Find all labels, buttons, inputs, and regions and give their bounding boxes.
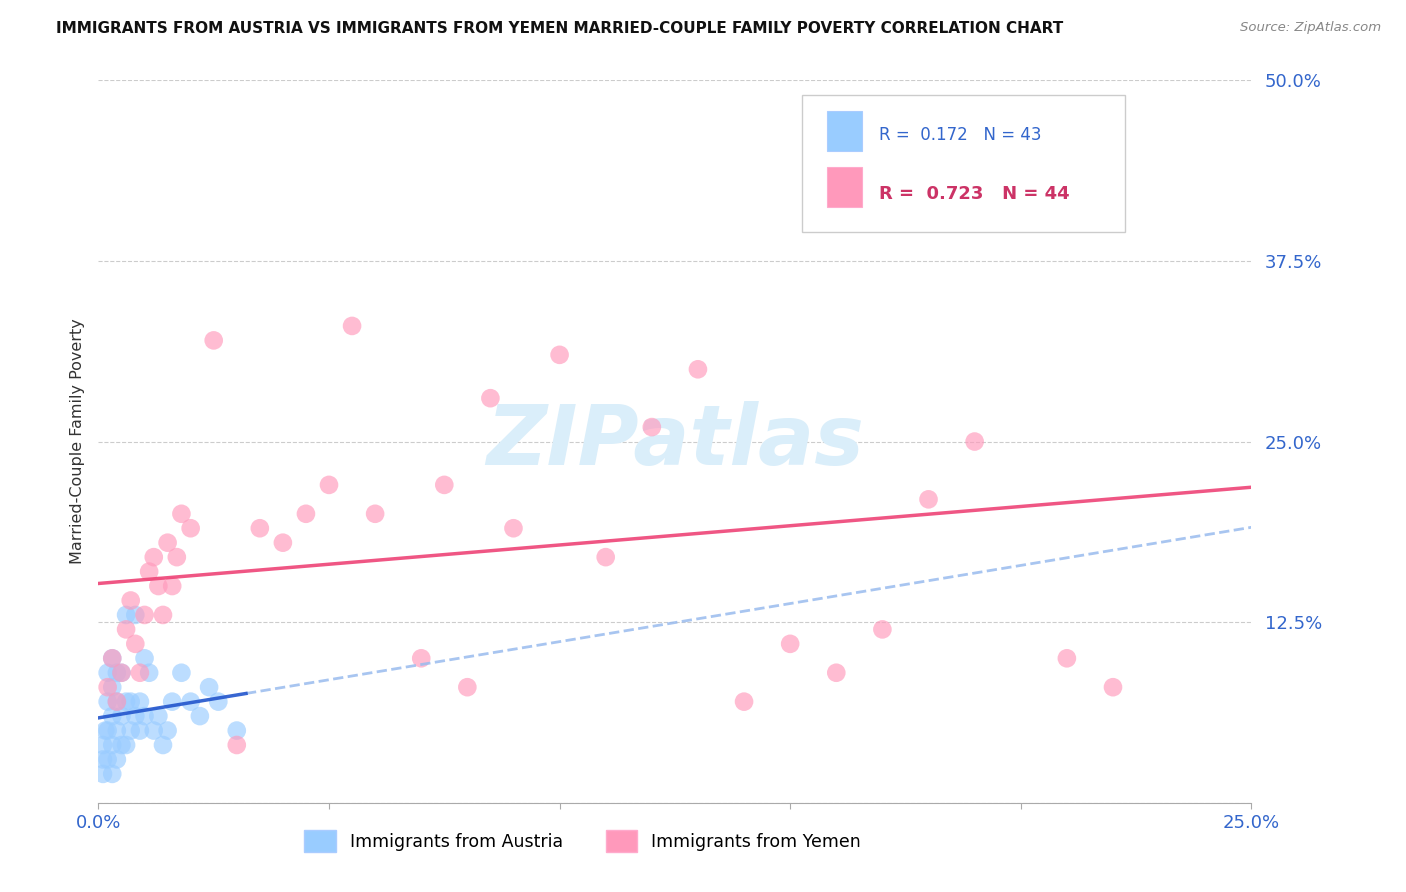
Point [225,723,247,738]
Point [105,752,128,766]
Point [170,507,193,521]
Point [115,738,138,752]
Point [110,709,132,723]
Point [101,709,124,723]
Y-axis label: Married-Couple Family Poverty: Married-Couple Family Poverty [69,318,84,565]
Point [198,680,221,694]
Point [124,637,146,651]
Point [456,680,478,694]
Point [110,738,132,752]
Point [548,348,571,362]
Point [479,391,502,405]
Point [733,695,755,709]
Text: Source: ZipAtlas.com: Source: ZipAtlas.com [1240,21,1381,35]
Point [101,651,124,665]
Point [1102,680,1125,694]
Point [124,607,146,622]
Point [595,550,617,565]
Point [120,723,142,738]
Point [115,695,138,709]
Point [142,550,165,565]
Point [97,723,120,738]
Point [917,492,939,507]
Text: R =  0.723   N = 44: R = 0.723 N = 44 [879,185,1070,203]
FancyBboxPatch shape [827,167,862,207]
Point [825,665,848,680]
Point [1056,651,1078,665]
Point [779,637,801,651]
Point [160,695,183,709]
Point [249,521,271,535]
Point [180,521,202,535]
Point [202,334,225,348]
Point [97,695,120,709]
Point [115,607,138,622]
Point [101,651,124,665]
Point [101,680,124,694]
Point [101,738,124,752]
Point [120,593,142,607]
Point [207,695,229,709]
Point [129,695,152,709]
FancyBboxPatch shape [801,95,1125,232]
Point [502,521,524,535]
Point [105,695,128,709]
Point [433,478,456,492]
Point [138,565,160,579]
Point [225,738,247,752]
FancyBboxPatch shape [827,112,862,151]
Point [105,665,128,680]
Point [641,420,664,434]
Point [411,651,433,665]
Point [188,709,211,723]
Point [91,738,114,752]
Point [120,695,142,709]
Point [686,362,709,376]
Point [110,665,132,680]
Point [134,651,156,665]
Point [170,665,193,680]
Point [134,709,156,723]
Point [110,665,132,680]
Text: IMMIGRANTS FROM AUSTRIA VS IMMIGRANTS FROM YEMEN MARRIED-COUPLE FAMILY POVERTY C: IMMIGRANTS FROM AUSTRIA VS IMMIGRANTS FR… [56,21,1063,37]
Point [166,550,188,565]
Point [152,738,174,752]
Point [318,478,340,492]
Point [364,507,387,521]
Point [97,665,120,680]
Point [340,318,363,333]
Point [142,723,165,738]
Point [124,709,146,723]
Point [156,535,179,549]
Point [180,695,202,709]
Point [105,723,128,738]
Point [91,752,114,766]
Point [134,607,156,622]
Point [91,767,114,781]
Point [101,767,124,781]
Point [1010,174,1032,188]
Legend: Immigrants from Austria, Immigrants from Yemen: Immigrants from Austria, Immigrants from… [298,823,868,859]
Point [94,723,117,738]
Point [138,665,160,680]
Point [295,507,318,521]
Point [129,665,152,680]
Text: ZIPatlas: ZIPatlas [486,401,863,482]
Text: R =  0.172   N = 43: R = 0.172 N = 43 [879,126,1042,144]
Point [156,723,179,738]
Point [97,680,120,694]
Point [872,623,894,637]
Point [148,709,170,723]
Point [152,607,174,622]
Point [115,623,138,637]
Point [129,723,152,738]
Point [963,434,986,449]
Point [97,752,120,766]
Point [160,579,183,593]
Point [271,535,294,549]
Point [148,579,170,593]
Point [105,695,128,709]
